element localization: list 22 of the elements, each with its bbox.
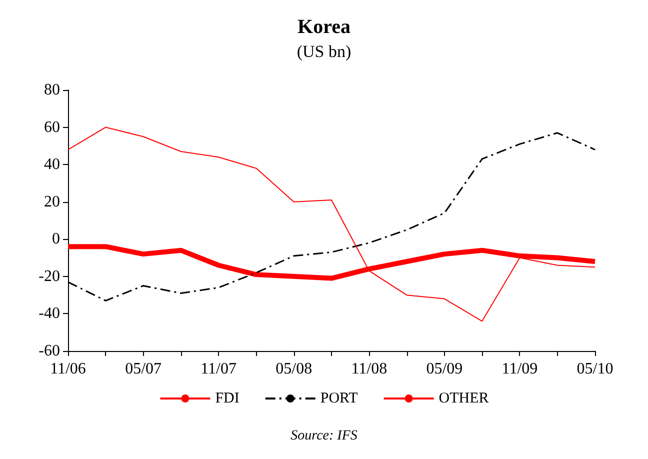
y-tick-label: 20 xyxy=(44,193,60,210)
x-tick-label: 05/10 xyxy=(576,360,614,378)
y-tick-label: 80 xyxy=(44,82,60,98)
x-tick-label: 11/06 xyxy=(50,360,86,378)
x-tick-label: 05/08 xyxy=(276,360,312,378)
source-note: Source: IFS xyxy=(290,428,358,444)
chart-title: Korea xyxy=(298,16,350,38)
x-tick-label: 11/07 xyxy=(200,360,236,378)
x-tick-label: 11/08 xyxy=(351,360,388,378)
x-tick-label: 05/09 xyxy=(426,360,463,378)
legend-label: OTHER xyxy=(438,390,489,406)
chart-subtitle: (US bn) xyxy=(296,42,352,61)
legend-label: FDI xyxy=(215,390,240,406)
y-tick-label: -20 xyxy=(38,268,60,285)
x-tick-label: 11/09 xyxy=(502,360,538,378)
legend-label: PORT xyxy=(320,390,358,406)
y-tick-label: 60 xyxy=(44,118,60,136)
y-tick-label: -60 xyxy=(38,342,60,360)
y-tick-label: -40 xyxy=(38,305,60,322)
y-tick-label: 0 xyxy=(52,230,60,248)
y-tick-label: 40 xyxy=(44,156,60,174)
x-tick-label: 05/07 xyxy=(125,360,162,378)
